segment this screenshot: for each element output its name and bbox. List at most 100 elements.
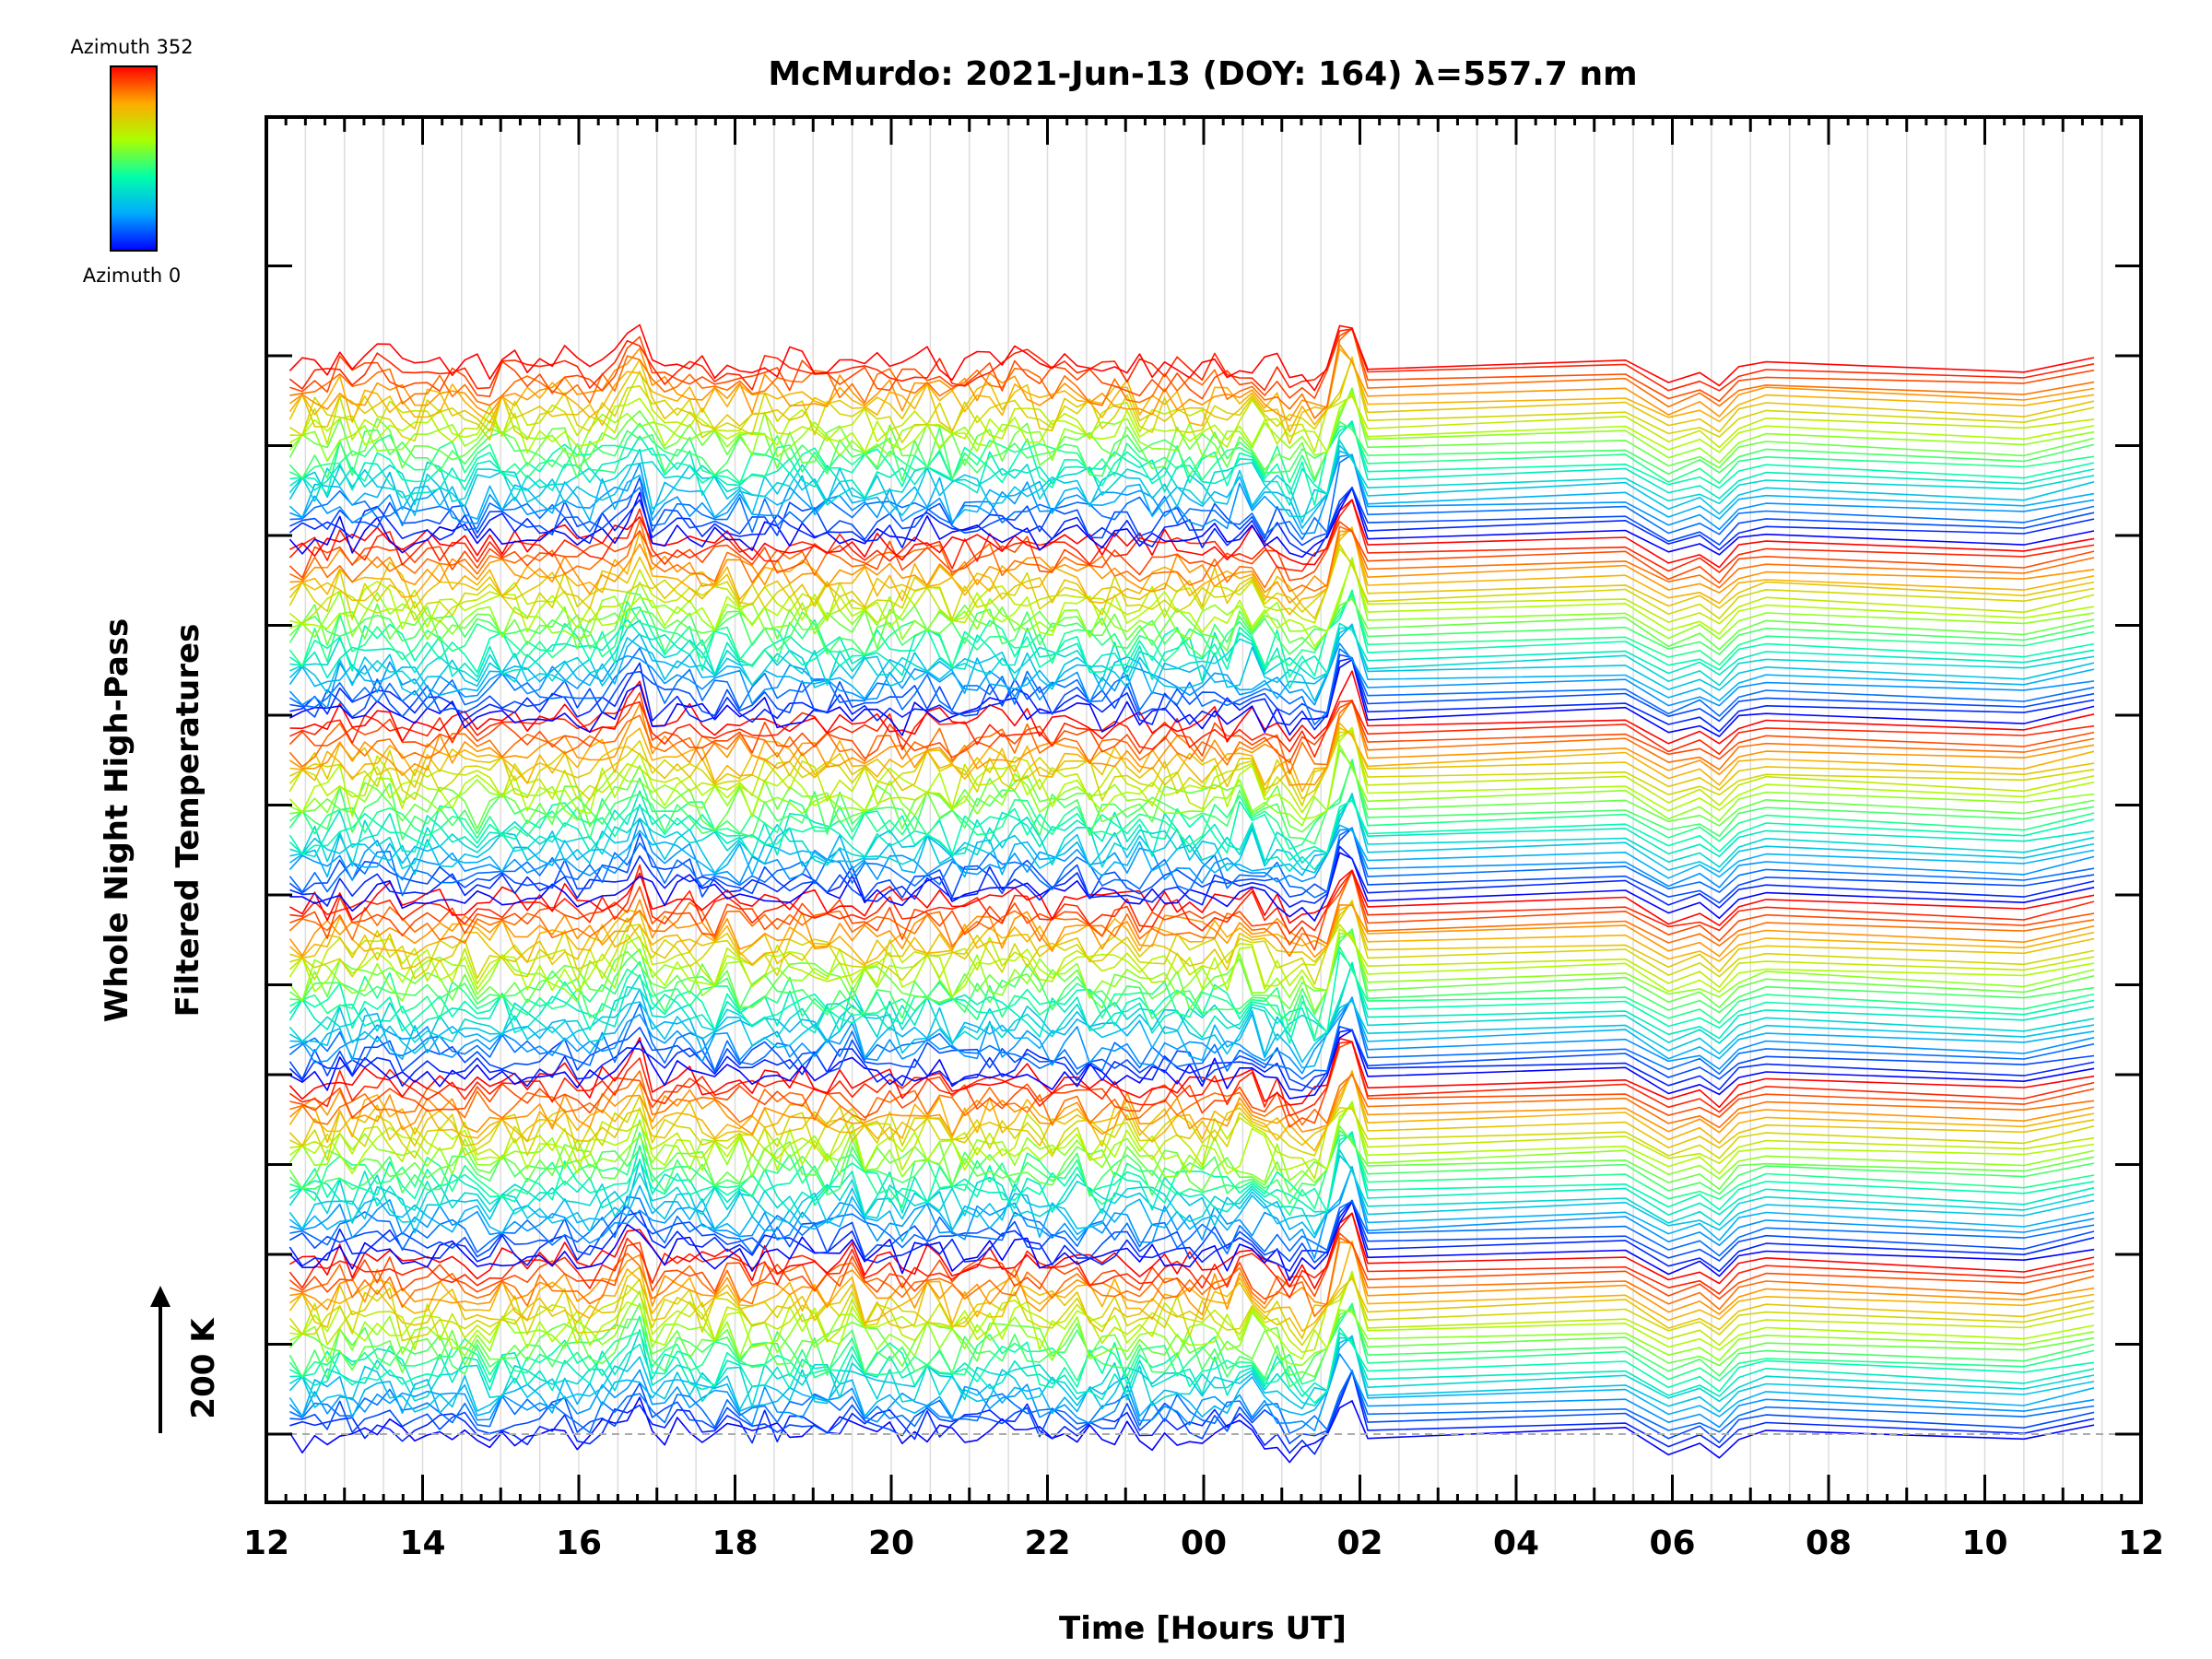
series-line <box>289 657 2095 733</box>
series-line <box>288 1276 2095 1347</box>
series-line <box>288 931 2095 1010</box>
x-tick-label: 22 <box>1024 1524 1070 1562</box>
series-line <box>288 932 2095 1013</box>
x-tick-label: 12 <box>243 1524 289 1562</box>
colorbar: Azimuth 352 Azimuth 0 <box>70 36 193 287</box>
series-line <box>288 1026 2095 1090</box>
series-line <box>288 440 2095 518</box>
series-line <box>289 1315 2095 1404</box>
series-line <box>288 963 2095 1041</box>
series-line <box>288 1302 2095 1385</box>
series-line <box>289 845 2095 909</box>
series-line <box>289 1270 2095 1360</box>
series-line <box>288 359 2095 445</box>
colorbar-top-label: Azimuth 352 <box>70 36 193 58</box>
series-line <box>288 961 2095 1044</box>
series-line <box>288 1335 2095 1418</box>
series-line <box>288 1103 2095 1175</box>
series-line <box>289 1195 2095 1257</box>
series-line <box>289 852 2095 922</box>
series-line <box>288 799 2095 862</box>
series-line <box>288 729 2095 814</box>
series-line <box>288 487 2095 559</box>
series-line <box>289 557 2095 641</box>
series-line <box>289 864 2095 935</box>
series-line <box>288 928 2095 997</box>
series-line <box>288 1335 2095 1413</box>
series-line <box>288 1240 2095 1333</box>
series-line <box>289 370 2095 453</box>
series-line <box>288 761 2095 845</box>
series-line <box>288 759 2095 850</box>
series-line <box>289 422 2095 506</box>
series-line <box>289 1166 2095 1259</box>
series-line <box>289 793 2095 876</box>
series-line <box>288 827 2095 899</box>
series-line <box>288 1396 2095 1464</box>
x-tick-label: 10 <box>1961 1524 2007 1562</box>
x-tick-label: 16 <box>556 1524 602 1562</box>
series-line <box>288 699 2095 786</box>
series-line <box>288 1131 2095 1217</box>
series-line <box>288 1073 2095 1136</box>
series-line <box>289 870 2095 951</box>
series-line <box>289 946 2095 1039</box>
series-line <box>288 870 2095 958</box>
series-line <box>288 691 2095 764</box>
series-line <box>288 1266 2095 1339</box>
series-line <box>289 530 2095 604</box>
series-line <box>288 547 2095 625</box>
series-line <box>289 670 2095 745</box>
series-line <box>289 477 2095 547</box>
series-line <box>288 328 2095 392</box>
series-line <box>288 589 2095 678</box>
series-line <box>289 1199 2095 1264</box>
series-line <box>289 519 2095 593</box>
series-line <box>289 618 2095 689</box>
series-line <box>289 1030 2095 1100</box>
series-line <box>288 996 2095 1080</box>
series-line <box>288 420 2095 506</box>
series-line <box>288 790 2095 873</box>
series-line <box>288 592 2095 658</box>
series-line <box>288 1154 2095 1234</box>
series-line <box>289 653 2095 723</box>
series-line <box>288 1029 2095 1092</box>
series-line <box>289 1070 2095 1129</box>
series-line <box>288 1353 2095 1431</box>
series-line <box>288 486 2095 557</box>
series-line <box>289 869 2095 926</box>
x-tick-label: 04 <box>1493 1524 1539 1562</box>
series-line <box>288 1201 2095 1282</box>
series-line <box>288 824 2095 879</box>
series-line <box>289 1237 2095 1317</box>
series-line <box>289 1371 2095 1455</box>
x-tick-label: 14 <box>399 1524 445 1562</box>
series-line <box>289 328 2095 402</box>
series-line <box>288 827 2095 904</box>
series-line <box>288 1329 2095 1408</box>
series-line <box>288 347 2095 433</box>
series-line <box>288 1273 2095 1353</box>
series-line <box>288 526 2095 619</box>
series-line <box>289 744 2095 827</box>
series-line <box>288 903 2095 966</box>
series-line <box>288 420 2095 482</box>
series-line <box>288 499 2095 573</box>
scale-bar: 200 K <box>150 1286 222 1433</box>
series-line <box>288 700 2095 775</box>
y-axis-label-line1: Whole Night High-Pass <box>99 618 135 1023</box>
series-line <box>289 900 2095 985</box>
x-tick-label: 12 <box>2118 1524 2164 1562</box>
series-line <box>288 1119 2095 1194</box>
x-tick-label: 02 <box>1336 1524 1382 1562</box>
x-axis-label: Time [Hours UT] <box>1059 1610 1347 1647</box>
series-line <box>289 748 2095 833</box>
series-line <box>289 901 2095 972</box>
series-line <box>288 647 2095 726</box>
grid-lines <box>304 117 2103 1502</box>
series-line <box>288 1069 2095 1149</box>
y-axis-label-line2: Filtered Temperatures <box>170 624 206 1018</box>
series-line <box>288 623 2095 701</box>
series-line <box>289 453 2095 541</box>
